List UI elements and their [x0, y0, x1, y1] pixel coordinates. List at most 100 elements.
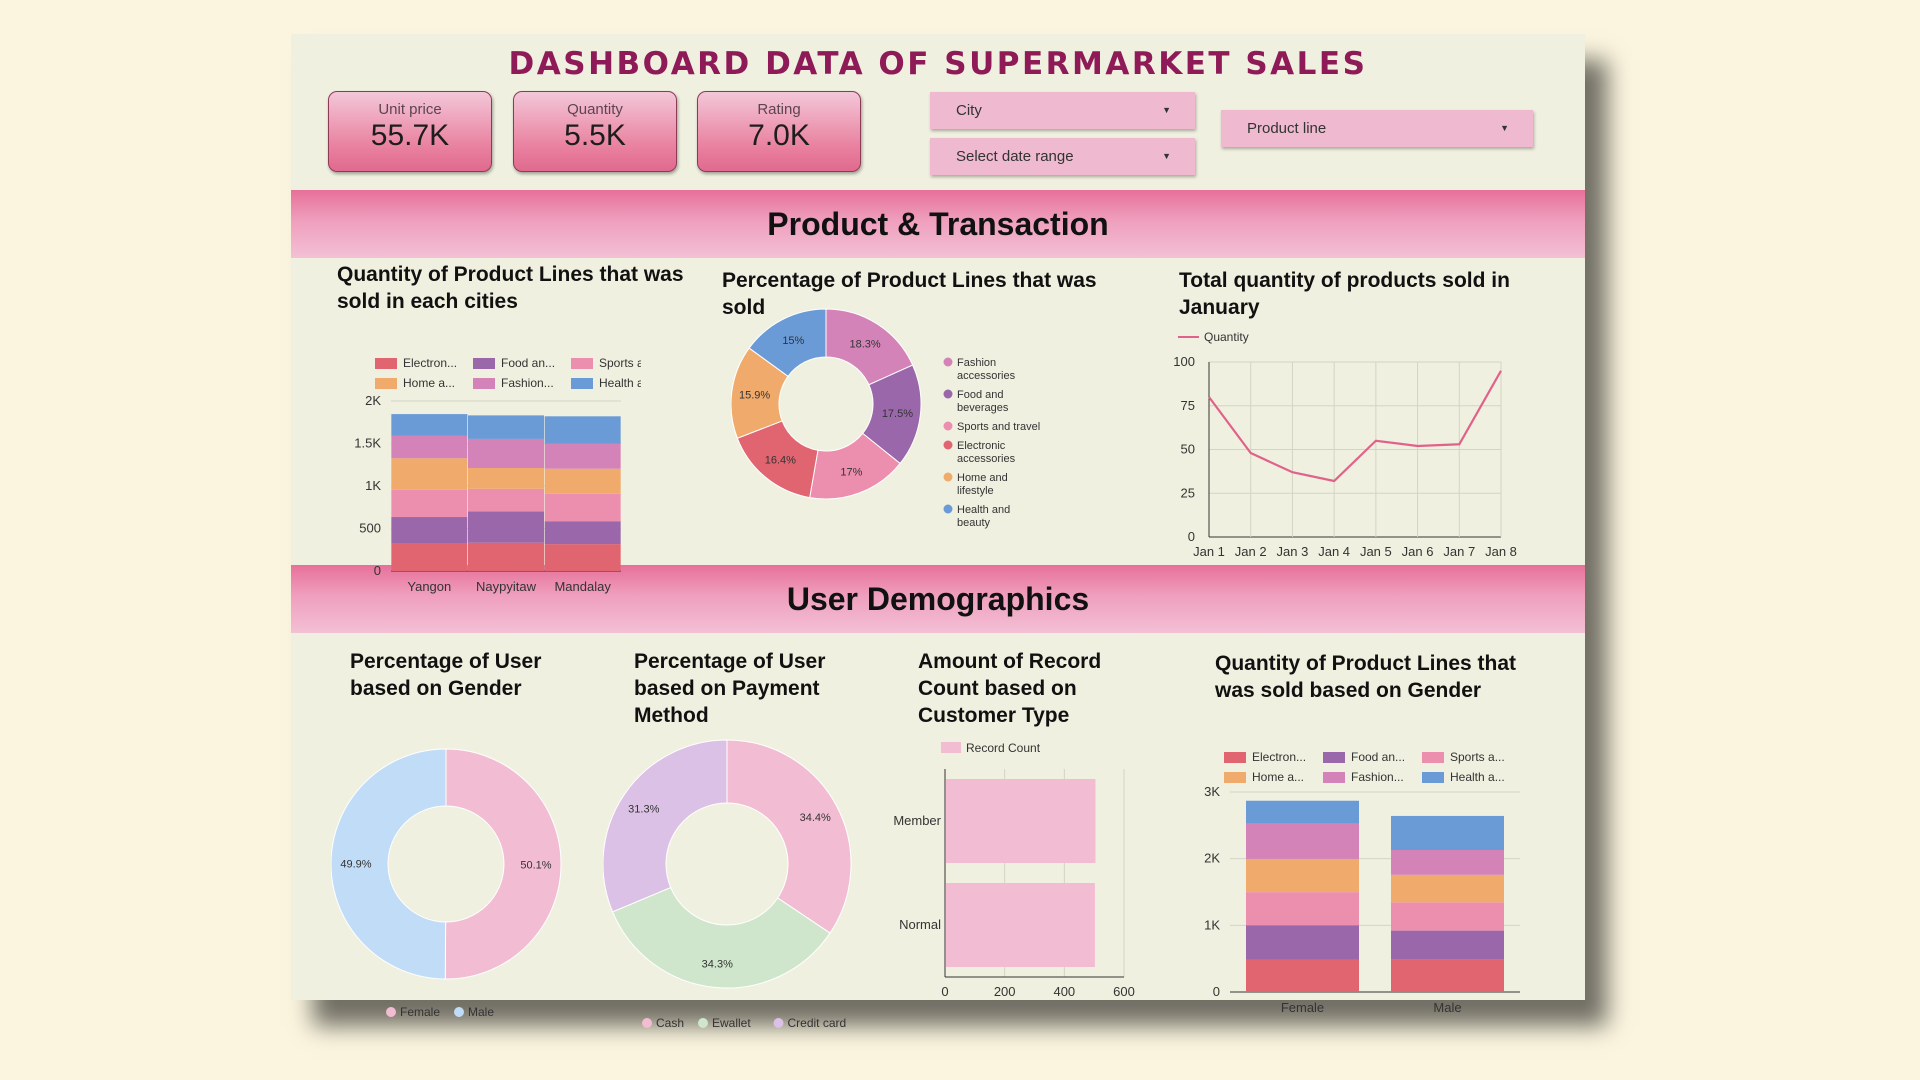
legend-swatch: [943, 357, 953, 367]
bar-segment: [391, 458, 468, 490]
legend-label: Health a...: [1450, 770, 1505, 784]
section-product-transaction: Product & Transaction: [291, 190, 1585, 258]
legend-label: Electron...: [403, 356, 457, 370]
bar-segment: [1391, 874, 1504, 903]
legend-swatch: [571, 358, 593, 369]
date-range-dropdown[interactable]: Select date range ▼: [930, 138, 1195, 175]
x-tick-label: 400: [1053, 984, 1075, 999]
y-tick-label: 0: [1213, 984, 1220, 999]
bar-segment: [468, 415, 544, 439]
legend-label: accessories: [957, 370, 1016, 382]
slice-label: 34.4%: [800, 812, 831, 824]
kpi-label: Unit price: [378, 101, 442, 118]
bar-segment: [391, 435, 468, 459]
bar: [946, 779, 1096, 863]
y-tick-label: 50: [1181, 442, 1195, 457]
legend-label: Food and: [957, 389, 1003, 401]
bar-segment: [544, 443, 621, 469]
y-tick-label: 0: [1188, 529, 1195, 544]
legend-swatch: [1422, 752, 1444, 763]
chart-title-gender-bar: Quantity of Product Lines that was sold …: [1215, 652, 1517, 702]
y-tick-label: 100: [1173, 354, 1195, 369]
legend-label: Food an...: [501, 356, 555, 370]
city-dropdown[interactable]: City ▼: [930, 92, 1195, 129]
legend-label: lifestyle: [957, 485, 994, 497]
product-line-dropdown[interactable]: Product line ▼: [1221, 110, 1533, 147]
x-tick-label: Mandalay: [554, 579, 611, 594]
legend-label: Fashion: [957, 357, 996, 369]
bar-segment: [468, 542, 544, 571]
legend-swatch: [943, 440, 953, 450]
bar-segment: [468, 467, 544, 489]
kpi-value: 5.5K: [564, 119, 626, 152]
x-tick-label: Jan 7: [1443, 544, 1475, 559]
slice-label: 50.1%: [520, 859, 551, 871]
donut-slice: [611, 886, 831, 989]
legend-label: accessories: [957, 453, 1016, 465]
x-tick-label: Jan 8: [1485, 544, 1517, 559]
legend-label: Female: [400, 1005, 440, 1019]
slice-label: 31.3%: [628, 804, 659, 816]
legend-swatch: [642, 1018, 652, 1028]
product-line-label: Product line: [1247, 120, 1327, 137]
chevron-down-icon: ▼: [1162, 105, 1171, 115]
legend-swatch: [943, 389, 953, 399]
donut-slice: [444, 748, 562, 980]
legend-swatch: [1224, 772, 1246, 783]
chart-title-customer-bar: Amount of Record Count based on Customer…: [918, 650, 1102, 727]
chevron-down-icon: ▼: [1162, 151, 1171, 161]
legend-label: Food an...: [1351, 750, 1405, 764]
bar-segment: [391, 414, 468, 436]
bar-segment: [1246, 925, 1359, 960]
legend-swatch: [943, 504, 953, 514]
legend-label: Record Count: [966, 741, 1041, 755]
legend-swatch: [773, 1018, 784, 1028]
x-tick-label: Jan 4: [1318, 544, 1350, 559]
y-tick-label: 25: [1181, 485, 1195, 500]
legend-label: Electronic: [957, 440, 1006, 452]
x-tick-label: Yangon: [407, 579, 451, 594]
legend-label: Home a...: [1252, 770, 1304, 784]
legend-swatch: [1224, 752, 1246, 763]
city-dropdown-label: City: [956, 102, 982, 119]
legend-swatch: [386, 1007, 396, 1017]
slice-label: 17.5%: [882, 408, 913, 420]
chart-title-city-bar: Quantity of Product Lines that was sold …: [337, 263, 684, 313]
bar-segment: [1391, 930, 1504, 960]
y-tick-label: 1K: [1204, 917, 1220, 932]
y-tick-label: Normal: [899, 917, 941, 932]
legend-label: Male: [468, 1005, 494, 1019]
slice-label: 18.3%: [850, 339, 881, 351]
bar-segment: [1391, 959, 1504, 992]
legend-label: Electron...: [1252, 750, 1306, 764]
payment-donut-chart: 34.4% 34.3% 31.3% Cash Ewallet Credit card: [603, 739, 852, 1030]
chart-title-gender-donut: Percentage of User based on Gender: [350, 650, 542, 700]
legend-label: Credit card: [788, 1016, 847, 1030]
y-tick-label: 75: [1181, 398, 1195, 413]
chart-title-product-donut: Percentage of Product Lines that was sol…: [722, 269, 1097, 319]
legend-label: Home and: [957, 472, 1008, 484]
jan-line-chart: Quantity 0 25 50 75 100 Jan 1 Jan 2 Jan 3 Jan 4 Ja…: [1173, 330, 1517, 559]
legend-label: Health a...: [599, 376, 641, 390]
product-donut-chart: 18.3%17.5%17%16.4%15.9%15%Fashionaccesso…: [731, 308, 1040, 529]
gender-donut-chart: 50.1% 49.9% Female Male: [331, 748, 562, 1019]
legend-swatch: [943, 421, 953, 431]
legend-label: Home a...: [403, 376, 455, 390]
slice-label: 15.9%: [739, 390, 770, 402]
legend-label: Fashion...: [501, 376, 554, 390]
legend-label: Fashion...: [1351, 770, 1404, 784]
bar: [946, 883, 1095, 967]
legend-label: Health and: [957, 504, 1010, 516]
kpi-label: Quantity: [567, 101, 623, 118]
bar-segment: [1246, 959, 1359, 992]
bar-segment: [1391, 850, 1504, 875]
y-tick-label: 2K: [1204, 851, 1220, 866]
legend-swatch: [1323, 752, 1345, 763]
legend-swatch: [1422, 772, 1444, 783]
x-tick-label: Jan 3: [1277, 544, 1309, 559]
bar-segment: [544, 493, 621, 522]
chart-title-jan-line: Total quantity of products sold in Janua…: [1179, 269, 1510, 319]
section-user-demographics: User Demographics: [291, 565, 1585, 633]
donut-slice: [748, 308, 827, 378]
x-tick-label: 200: [994, 984, 1016, 999]
